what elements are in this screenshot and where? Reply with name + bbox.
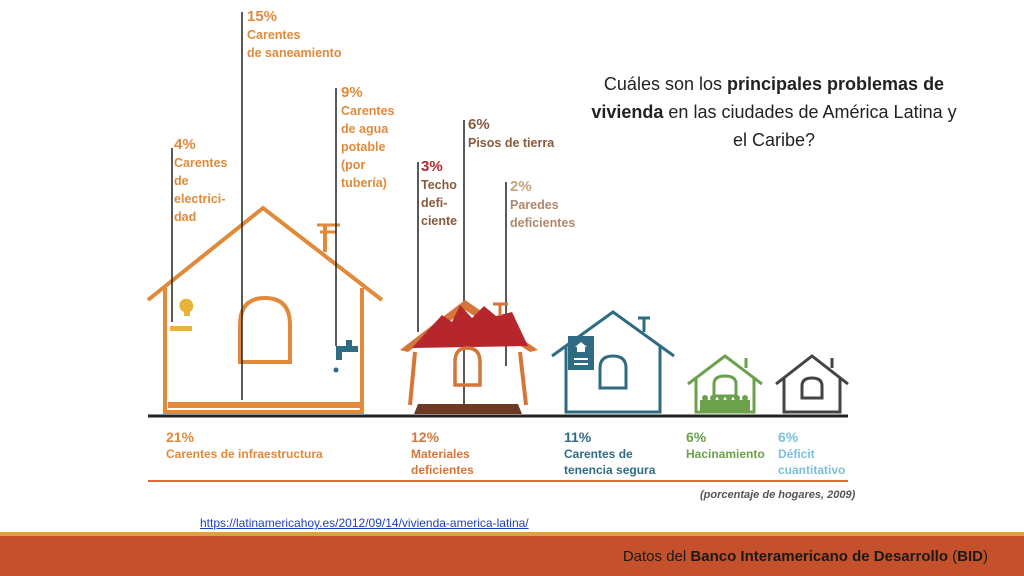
callout-paredes-text: Paredes deficientes [510,198,576,230]
footer-post: ) [983,548,988,565]
percentage-note: (porcentaje de hogares, 2009) [700,489,856,501]
callout-agua-pct: 9% [341,84,363,101]
bottom-hacinamiento-text: Hacinamiento [686,447,765,461]
question-heading: Cuáles son los principales problemas de … [588,70,960,154]
bottom-infra: 21% Carentes de infraestructura [166,428,323,462]
footer-abbr: BID [957,548,983,565]
bottom-tenencia: 11% Carentes de tenencia segura [564,428,655,478]
document-icon [568,336,594,370]
source-link[interactable]: https://latinamericahoy.es/2012/09/14/vi… [200,516,529,530]
callout-techo-pct: 3% [421,158,443,175]
question-bold: principales problemas de vivienda [591,74,945,122]
footer-mid: ( [947,548,958,565]
people-icon [700,395,750,412]
bottom-infra-pct: 21% [166,429,195,445]
bottom-infra-text: Carentes de infraestructura [166,447,323,461]
question-pre: Cuáles son los [603,74,727,94]
callout-pisos-text: Pisos de tierra [468,136,555,150]
footer-bar [0,532,1024,576]
callout-saneamiento: 15% Carentes de saneamiento [247,8,341,62]
bottom-materiales: 12% Materiales deficientes [411,428,474,478]
bottom-deficit-pct: 6% [778,429,799,445]
callout-techo: 3% Techo defi- ciente [421,158,457,230]
bottom-tenencia-pct: 11% [564,429,592,445]
bottom-hacinamiento: 6% Hacinamiento [686,428,765,462]
bottom-materiales-text: Materiales deficientes [411,447,474,477]
callout-paredes: 2% Paredes deficientes [510,178,575,232]
callout-pisos-pct: 6% [468,116,490,133]
bottom-deficit: 6% Déficit cuantitativo [778,428,845,478]
footer-credit: Datos del Banco Interamericano de Desarr… [623,548,988,565]
question-post: en las ciudades de América Latina y el C… [663,102,957,150]
footer-bold: Banco Interamericano de Desarrollo [690,548,948,565]
callout-agua-text: Carentes de agua potable (por tubería) [341,104,395,190]
footer-stripe [0,532,1024,536]
faucet-icon [333,340,358,373]
footer-pre: Datos del [622,548,691,565]
callout-electricidad: 4% Carentes de electrici- dad [174,136,228,226]
lightbulb-icon [170,298,194,331]
callout-electricidad-pct: 4% [174,136,196,153]
callout-pisos: 6% Pisos de tierra [468,116,554,152]
house-materiales [400,300,538,414]
bottom-tenencia-text: Carentes de tenencia segura [564,447,656,477]
callout-electricidad-text: Carentes de electrici- dad [174,156,228,224]
callout-techo-text: Techo defi- ciente [421,178,458,228]
bottom-hacinamiento-pct: 6% [686,429,707,445]
callout-paredes-pct: 2% [510,178,532,195]
callout-saneamiento-text: Carentes de saneamiento [247,28,342,60]
house-infraestructura [146,205,384,414]
house-deficit [775,354,849,414]
callout-agua: 9% Carentes de agua potable (por tubería… [341,84,395,192]
bottom-deficit-text: Déficit cuantitativo [778,447,846,477]
callout-saneamiento-pct: 15% [247,8,278,25]
bottom-materiales-pct: 12% [411,429,440,445]
